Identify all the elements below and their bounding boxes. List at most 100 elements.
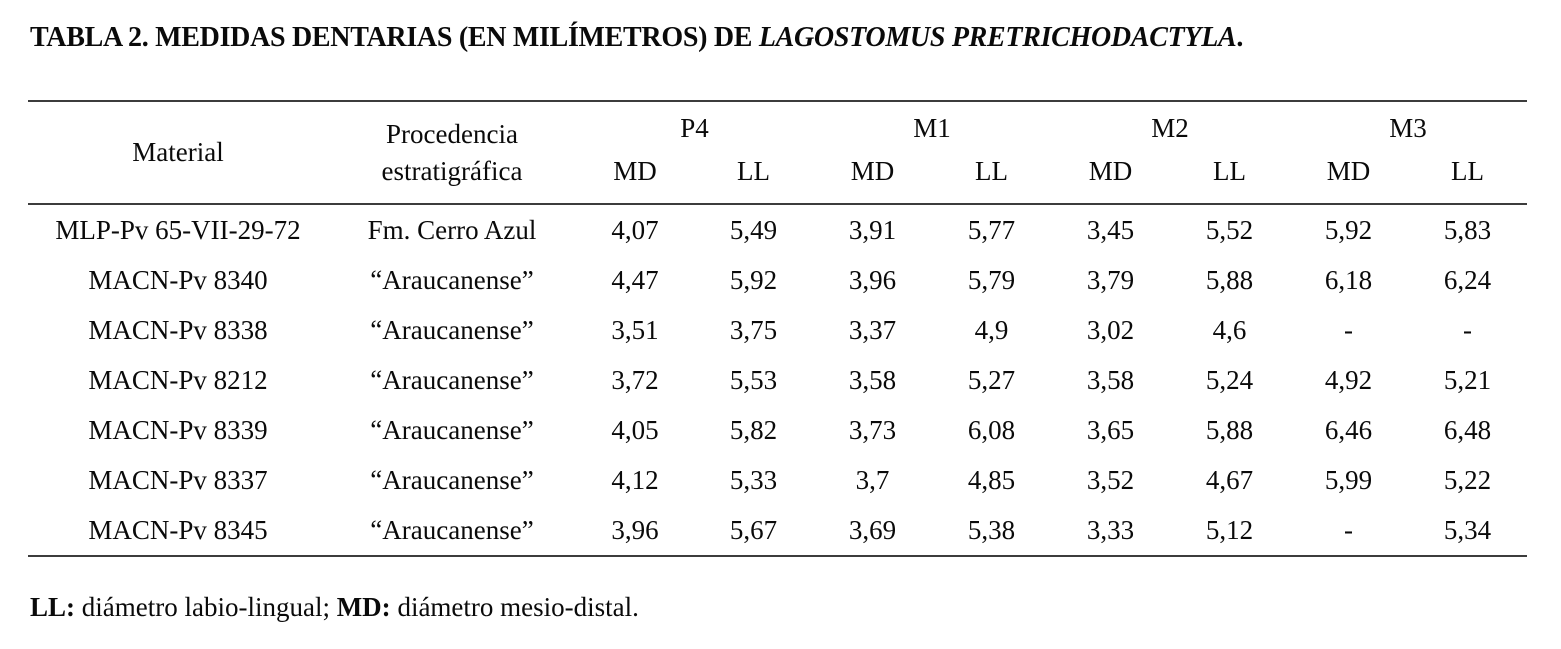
cell-procedencia: “Araucanense” <box>370 364 534 395</box>
cell-material: MACN-Pv 8337 <box>88 464 268 495</box>
cell-procedencia: “Araucanense” <box>370 314 534 345</box>
table-row: MACN-Pv 8212 “Araucanense” 3,72 5,53 3,5… <box>28 355 1527 405</box>
cell-m1-ll: 4,85 <box>967 464 1016 495</box>
cell-m2-md: 3,45 <box>1086 214 1135 245</box>
cell-p4-md: 3,51 <box>611 314 659 345</box>
cell-m3-md: 4,92 <box>1324 364 1373 395</box>
cell-procedencia: “Araucanense” <box>370 514 534 545</box>
cell-m3-md: - <box>1344 514 1354 545</box>
measurements-table: Material Procedencia estratigráfica P4 M… <box>28 100 1528 557</box>
table-container: Material Procedencia estratigráfica P4 M… <box>28 100 1528 557</box>
header-sub-row: MD LL MD LL MD LL MD LL <box>28 154 1528 205</box>
cell-p4-md: 4,05 <box>611 414 659 445</box>
table-row: MACN-Pv 8340 “Araucanense” 4,47 5,92 3,9… <box>28 255 1527 305</box>
table-row: MACN-Pv 8345 “Araucanense” 3,96 5,67 3,6… <box>28 505 1527 556</box>
cell-m2-ll: 5,12 <box>1205 514 1254 545</box>
cell-m2-ll: 5,88 <box>1205 414 1254 445</box>
cell-p4-md: 4,47 <box>611 264 659 295</box>
cell-material: MLP-Pv 65-VII-29-72 <box>55 214 301 245</box>
cell-material: MACN-Pv 8340 <box>88 264 268 295</box>
cell-m3-md: 6,18 <box>1324 264 1373 295</box>
header-group-row: Material Procedencia estratigráfica P4 M… <box>28 101 1527 205</box>
cell-p4-ll: 5,53 <box>729 364 778 395</box>
footnote-ll-label: LL: <box>30 592 76 622</box>
cell-p4-md: 3,72 <box>611 364 659 395</box>
cell-m1-md: 3,37 <box>848 314 897 345</box>
cell-material: MACN-Pv 8338 <box>88 314 268 345</box>
cell-m2-ll: 4,67 <box>1205 464 1254 495</box>
cell-p4-ll: 5,67 <box>729 514 778 545</box>
cell-m1-md: 3,73 <box>848 414 897 445</box>
cell-m3-md: - <box>1344 314 1354 345</box>
cell-m1-md: 3,7 <box>855 464 890 495</box>
header-p4-md: MD <box>576 154 694 205</box>
cell-m2-ll: 4,6 <box>1212 314 1247 345</box>
cell-m3-ll: - <box>1463 314 1473 345</box>
table-row: MACN-Pv 8339 “Araucanense” 4,05 5,82 3,7… <box>28 405 1527 455</box>
cell-m3-ll: 5,34 <box>1443 514 1492 545</box>
species-name: LAGOSTOMUS PRETRICHODACTYLA <box>758 22 1237 53</box>
cell-m3-ll: 6,24 <box>1443 264 1492 295</box>
header-m2-ll: LL <box>1170 154 1290 205</box>
cell-m3-ll: 5,83 <box>1443 214 1492 245</box>
header-procedencia-line2: estratigráfica <box>381 155 523 186</box>
cell-m3-ll: 6,48 <box>1443 414 1492 445</box>
header-p4-ll: LL <box>694 154 813 205</box>
cell-p4-ll: 5,49 <box>729 214 778 245</box>
cell-m1-ll: 6,08 <box>967 414 1016 445</box>
header-material: Material <box>28 101 328 205</box>
cell-m2-ll: 5,88 <box>1205 264 1254 295</box>
cell-m3-md: 6,46 <box>1324 414 1373 445</box>
cell-material: MACN-Pv 8345 <box>88 514 268 545</box>
cell-m1-md: 3,69 <box>848 514 897 545</box>
cell-m3-ll: 5,21 <box>1443 364 1492 395</box>
cell-material: MACN-Pv 8212 <box>88 364 268 395</box>
cell-m2-ll: 5,24 <box>1205 364 1254 395</box>
header-procedencia: Procedencia estratigráfica <box>328 101 576 205</box>
table-row: MACN-Pv 8337 “Araucanense” 4,12 5,33 3,7… <box>28 455 1527 505</box>
cell-m1-ll: 5,38 <box>967 514 1016 545</box>
cell-p4-md: 4,07 <box>611 214 659 245</box>
cell-material: MACN-Pv 8339 <box>88 414 268 445</box>
cell-p4-ll: 3,75 <box>729 314 778 345</box>
cell-m1-ll: 4,9 <box>974 314 1009 345</box>
cell-procedencia: “Araucanense” <box>370 264 534 295</box>
cell-procedencia: “Araucanense” <box>370 464 534 495</box>
cell-m3-ll: 5,22 <box>1443 464 1492 495</box>
cell-m1-ll: 5,79 <box>967 264 1016 295</box>
footnote-md-label: MD: <box>336 592 391 622</box>
table-caption-text: TABLA 2. MEDIDAS DENTARIAS (EN MILÍMETRO… <box>30 22 759 53</box>
table-caption-period: . <box>1236 22 1244 53</box>
header-m2-md: MD <box>1051 154 1171 205</box>
table-row: MLP-Pv 65-VII-29-72 Fm. Cerro Azul 4,07 … <box>28 204 1527 255</box>
cell-m2-md: 3,33 <box>1086 514 1135 545</box>
cell-m3-md: 5,99 <box>1324 464 1373 495</box>
cell-p4-ll: 5,33 <box>729 464 778 495</box>
cell-m1-md: 3,91 <box>848 214 897 245</box>
cell-m2-md: 3,02 <box>1086 314 1135 345</box>
cell-m1-ll: 5,27 <box>967 364 1016 395</box>
cell-m1-md: 3,58 <box>848 364 897 395</box>
cell-m2-md: 3,65 <box>1086 414 1135 445</box>
footnote-md-text: diámetro mesio-distal. <box>390 592 639 622</box>
header-group-m1: M1 <box>913 112 951 143</box>
cell-p4-ll: 5,92 <box>729 264 778 295</box>
cell-p4-ll: 5,82 <box>729 414 778 445</box>
header-m1-md: MD <box>813 154 932 205</box>
footnote-ll-text: diámetro labio-lingual; <box>75 592 337 622</box>
cell-m1-ll: 5,77 <box>967 214 1016 245</box>
cell-m3-md: 5,92 <box>1324 214 1373 245</box>
header-procedencia-line1: Procedencia <box>386 119 518 150</box>
cell-m2-md: 3,52 <box>1086 464 1135 495</box>
table-header: Material Procedencia estratigráfica P4 M… <box>28 101 1528 205</box>
header-m3-md: MD <box>1289 154 1409 205</box>
cell-m1-md: 3,96 <box>848 264 897 295</box>
header-group-m2: M2 <box>1151 112 1189 143</box>
table-row: MACN-Pv 8338 “Araucanense” 3,51 3,75 3,3… <box>28 305 1527 355</box>
table-caption: TABLA 2. MEDIDAS DENTARIAS (EN MILÍMETRO… <box>30 22 1243 54</box>
cell-m2-md: 3,79 <box>1086 264 1135 295</box>
cell-m2-ll: 5,52 <box>1205 214 1254 245</box>
table-body: MLP-Pv 65-VII-29-72 Fm. Cerro Azul 4,07 … <box>28 204 1527 556</box>
cell-p4-md: 4,12 <box>611 464 659 495</box>
